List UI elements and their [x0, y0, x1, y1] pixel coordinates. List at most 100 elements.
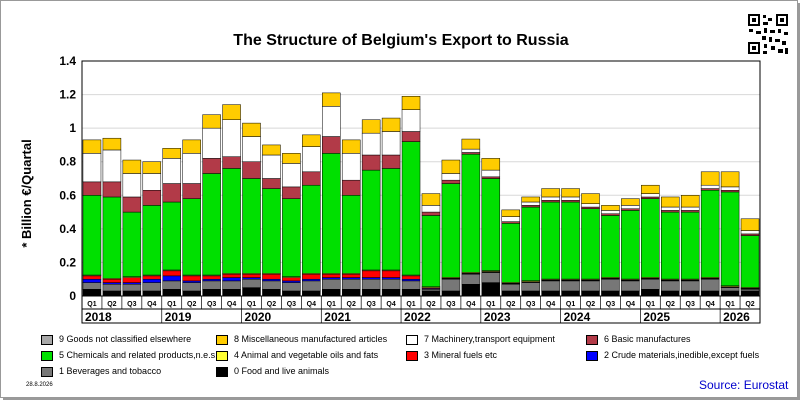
bar-segment-c5: [302, 184, 321, 274]
bar-segment-c5: [341, 195, 361, 274]
y-tick-label: 1.4: [59, 54, 76, 68]
bar-segment-c6: [182, 183, 201, 199]
bar-segment-c3: [282, 277, 301, 282]
legend-item: 9 Goods not classified elsewhere: [41, 334, 191, 345]
quarter-label: Q3: [526, 301, 535, 308]
legend-swatch: [41, 366, 53, 377]
legend-label: 6 Basic manufactures: [604, 334, 691, 344]
bar-segment-c8: [242, 122, 261, 137]
bar-segment-c1: [262, 280, 281, 290]
bar-segment-c1: [541, 280, 560, 292]
legend-label: 8 Miscellaneous manufactured articles: [234, 334, 388, 344]
bar-segment-c1: [740, 289, 760, 292]
bar-segment-c2: [341, 277, 361, 280]
bar-segment-c6: [521, 205, 540, 208]
bar-segment-c5: [641, 198, 660, 278]
chart-title: The Structure of Belgium's Export to Rus…: [233, 32, 569, 49]
legend-swatch: [586, 334, 598, 345]
bar-segment-c6: [282, 186, 301, 199]
legend-item: 4 Animal and vegetable oils and fats: [216, 350, 378, 361]
bar-segment-c1: [122, 284, 142, 292]
bar-segment-c6: [82, 181, 102, 196]
quarter-label: Q2: [347, 301, 356, 308]
legend-label: 3 Mineral fuels etc: [424, 350, 498, 360]
bar-segment-c5: [521, 206, 540, 281]
date-stamp: 28.8.2026: [26, 382, 53, 388]
y-tick-label: 0.8: [59, 155, 76, 169]
bar-segment-c0: [322, 289, 341, 297]
bar-segment-c0: [202, 289, 221, 297]
year-label: 2024: [564, 310, 591, 324]
bar-segment-c7: [122, 173, 142, 198]
bar-segment-c6: [361, 154, 381, 171]
quarter-label: Q4: [386, 301, 395, 308]
bar-segment-c8: [740, 218, 760, 231]
bar-segment-c7: [441, 173, 461, 181]
bar-segment-c0: [82, 289, 102, 297]
bar-segment-c5: [561, 201, 580, 280]
bar-segment-c1: [680, 280, 700, 292]
quarter-label: Q1: [406, 301, 415, 308]
bar-segment-c8: [621, 198, 640, 206]
bar-segment-c8: [541, 188, 560, 198]
bar-segment-c5: [621, 210, 640, 280]
bar-segment-c1: [661, 280, 680, 292]
bar-segment-c7: [621, 205, 640, 209]
bar-segment-c8: [302, 134, 321, 147]
bar-segment-c7: [481, 169, 501, 178]
bar-segment-c5: [222, 168, 241, 274]
legend-swatch: [406, 350, 418, 361]
y-axis-label: * Billion €/Quartal: [19, 139, 34, 247]
bar-segment-c0: [441, 290, 461, 297]
bar-segment-c7: [501, 216, 520, 222]
quarter-label: Q3: [366, 301, 375, 308]
legend: 9 Goods not classified elsewhere 8 Miscel…: [41, 334, 759, 384]
bar-segment-c7: [661, 206, 680, 211]
bar-segment-c1: [421, 289, 441, 292]
legend-label: 4 Animal and vegetable oils and fats: [234, 350, 379, 360]
bar-segment-c5: [122, 211, 142, 277]
bar-segment-c0: [521, 290, 540, 297]
bar-segment-c5: [401, 141, 421, 276]
bar-segment-c0: [680, 290, 700, 297]
bar-segment-c2: [142, 278, 162, 283]
bar-segment-c1: [142, 282, 162, 292]
bar-segment-c1: [302, 280, 321, 292]
bar-segment-c1: [441, 278, 461, 292]
bar-segment-c8: [481, 158, 501, 171]
y-tick-label: 0.6: [59, 188, 76, 202]
bar-segment-c7: [461, 148, 481, 153]
bar-segment-c8: [521, 196, 540, 203]
bar-segment-c8: [700, 171, 720, 186]
bar-segment-c0: [162, 289, 181, 297]
quarter-label: Q2: [426, 301, 435, 308]
year-label: 2026: [723, 310, 750, 324]
quarter-label: Q3: [287, 301, 296, 308]
bar-segment-c1: [521, 282, 540, 292]
bar-segment-c0: [381, 289, 401, 297]
bar-segment-c1: [341, 278, 361, 290]
legend-item: 2 Crude materials,inedible,except fuels: [586, 350, 759, 361]
bar-segment-c8: [401, 96, 421, 110]
bar-segment-c0: [720, 290, 740, 297]
bar-segment-c5: [601, 215, 620, 278]
bar-segment-c0: [341, 289, 361, 297]
legend-swatch: [216, 366, 228, 377]
bar-segment-c6: [222, 156, 241, 169]
quarter-label: Q2: [107, 301, 116, 308]
bar-segment-c2: [102, 282, 122, 285]
bar-segment-c7: [421, 205, 441, 213]
bar-segment-c0: [182, 290, 201, 297]
bar-segment-c6: [322, 136, 341, 154]
bar-segment-c3: [102, 278, 122, 283]
bar-segment-c7: [341, 153, 361, 181]
bar-segment-c0: [262, 289, 281, 297]
bar-segment-c3: [222, 273, 241, 278]
legend-item: 5 Chemicals and related products,n.e.s.: [41, 350, 218, 361]
bar-segment-c1: [501, 284, 520, 292]
bar-segment-c1: [102, 284, 122, 292]
quarter-label: Q3: [207, 301, 216, 308]
bar-segment-c2: [222, 277, 241, 282]
quarter-label: Q4: [705, 301, 714, 308]
bar-segment-c7: [182, 153, 201, 184]
